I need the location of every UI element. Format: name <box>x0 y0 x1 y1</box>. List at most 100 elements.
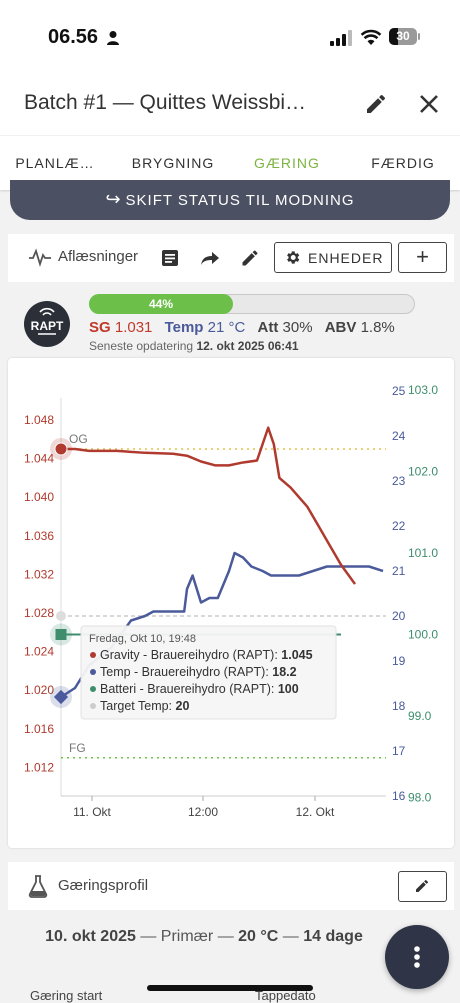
page-title: Batch #1 — Quittes Weissbi… <box>24 91 307 114</box>
units-button[interactable]: ENHEDER <box>274 242 392 273</box>
y-tick-gravity: 1.016 <box>24 722 54 736</box>
tooltip-title: Fredag, Okt 10, 19:48 <box>89 633 196 645</box>
wifi-icon <box>360 29 382 45</box>
profile-phase: Primær <box>160 928 214 945</box>
tooltip-dot <box>90 669 96 675</box>
y-tick-battery: 103.0 <box>408 383 438 397</box>
edit-readings-icon[interactable] <box>240 248 260 268</box>
edit-profile-icon <box>416 879 428 892</box>
last-updated-prefix: Seneste opdatering <box>89 339 194 353</box>
status-bar: 06.56 30 <box>0 0 460 75</box>
y-tick-temp: 20 <box>392 609 406 623</box>
profile-summary: 10. okt 2025 — Primær — 20 °C — 14 dage <box>0 928 460 946</box>
app-bar: Batch #1 — Quittes Weissbi… <box>0 75 460 135</box>
profile-dash-2: — <box>217 928 234 945</box>
y-tick-gravity: 1.048 <box>24 413 54 427</box>
profile-label: Gæringsprofil <box>58 877 149 894</box>
share-icon[interactable] <box>200 248 220 268</box>
x-tick-label: 12:00 <box>188 805 218 819</box>
change-status-button[interactable]: ↪ SKIFT STATUS TIL MODNING <box>10 180 450 220</box>
att-value: 30% <box>282 319 313 336</box>
signal-icon <box>330 30 352 46</box>
fermentation-start-label: Gæring start <box>30 988 103 1003</box>
tab-finished[interactable]: FÆRDIG <box>371 155 435 171</box>
readings-label: Aflæsninger <box>58 248 139 265</box>
tapping-date-label: Tappedato <box>255 988 316 1003</box>
tooltip-dot <box>90 686 96 692</box>
activity-icon <box>29 248 51 267</box>
y-tick-battery: 102.0 <box>408 465 438 479</box>
close-icon[interactable] <box>418 93 440 115</box>
temp-value: 21 °C <box>207 319 246 336</box>
reading-values: SG 1.031 Temp 21 °C Att 30% ABV 1.8% <box>89 319 395 336</box>
y-tick-gravity: 1.012 <box>24 760 54 774</box>
add-reading-button[interactable]: + <box>398 242 447 273</box>
more-vertical-icon <box>414 946 420 968</box>
status-time: 06.56 <box>48 26 99 48</box>
y-tick-gravity: 1.040 <box>24 490 54 504</box>
y-tick-gravity: 1.024 <box>24 645 54 659</box>
y-tick-gravity: 1.044 <box>24 452 54 466</box>
chart-svg: 1.048 1.044 1.040 1.036 1.032 1.028 1.024 1.020… <box>24 383 438 819</box>
temp-series-line <box>60 551 384 699</box>
rapt-logo: RAPT <box>24 301 70 347</box>
more-actions-button[interactable] <box>385 925 449 989</box>
device-reading: RAPT 44% SG 1.031 Temp 21 °C Att 30% ABV… <box>8 288 454 358</box>
tab-planning[interactable]: PLANLÆ… <box>15 155 95 171</box>
tooltip-box <box>80 625 337 720</box>
flask-icon <box>28 875 48 898</box>
att-label: Att <box>257 319 279 336</box>
tab-brewing[interactable]: BRYGNING <box>131 155 215 171</box>
tooltip-row: Batteri - Brauereihydro (RAPT): 100 <box>100 682 299 696</box>
sg-label: SG <box>89 319 111 336</box>
tooltip-row: Temp - Brauereihydro (RAPT): 18.2 <box>100 665 297 679</box>
tooltip-dot <box>90 703 96 709</box>
readings-toolbar: Aflæsninger ENHEDER + <box>8 234 454 282</box>
rapt-logo-text: RAPT <box>31 319 64 333</box>
temp-hover-point <box>53 689 69 705</box>
og-label: OG <box>69 432 88 446</box>
y-tick-gravity: 1.020 <box>24 683 54 697</box>
fg-label: FG <box>69 741 86 755</box>
change-status-label: SKIFT STATUS TIL MODNING <box>125 192 355 209</box>
y-tick-battery: 98.0 <box>408 791 432 805</box>
tooltip-row-label: Batteri - Brauereihydro (RAPT): <box>100 682 278 696</box>
gravity-series-line <box>61 426 357 585</box>
abv-value: 1.8% <box>360 319 395 336</box>
arrow-right-icon: ↪ <box>105 189 122 209</box>
notes-icon[interactable] <box>160 248 180 268</box>
fermentation-profile-bar: Gæringsprofil <box>8 862 454 910</box>
tooltip-row-label: Temp - Brauereihydro (RAPT): <box>100 665 272 679</box>
edit-profile-button[interactable] <box>398 871 447 902</box>
readings-chart[interactable]: 1.048 1.044 1.040 1.036 1.032 1.028 1.024 1.020… <box>8 358 454 848</box>
battery-hover-point <box>55 629 67 640</box>
battery-level: 30 <box>396 29 410 43</box>
person-icon <box>107 31 119 45</box>
y-tick-temp: 24 <box>392 429 406 443</box>
tooltip-row-value: 18.2 <box>272 665 296 679</box>
y-tick-battery: 99.0 <box>408 709 432 723</box>
profile-temp: 20 °C <box>238 928 279 945</box>
y-tick-battery: 101.0 <box>408 546 438 560</box>
y-tick-gravity: 1.028 <box>24 606 54 620</box>
abv-label: ABV <box>324 319 357 336</box>
last-updated-value: 12. okt 2025 06:41 <box>196 339 299 353</box>
plus-icon: + <box>416 244 429 269</box>
battery-cap <box>418 33 420 40</box>
units-label: ENHEDER <box>308 250 384 266</box>
tab-fermentation[interactable]: GÆRING <box>254 155 320 171</box>
profile-dash-1: — <box>140 928 157 945</box>
gear-icon <box>287 251 300 264</box>
profile-date: 10. okt 2025 <box>45 928 136 945</box>
edit-title-icon[interactable] <box>364 92 388 116</box>
tooltip-row-label: Target Temp: <box>100 699 176 713</box>
y-tick-temp: 17 <box>392 744 406 758</box>
tooltip-row-label: Gravity - Brauereihydro (RAPT): <box>100 648 281 662</box>
tooltip-row: Gravity - Brauereihydro (RAPT): 1.045 <box>100 648 313 662</box>
profile-duration: 14 dage <box>303 928 363 945</box>
tooltip-dot <box>90 652 96 658</box>
y-tick-temp: 25 <box>392 384 406 398</box>
x-tick-label: 12. Okt <box>296 805 335 819</box>
temp-label: Temp <box>164 319 204 336</box>
home-indicator <box>147 985 313 991</box>
